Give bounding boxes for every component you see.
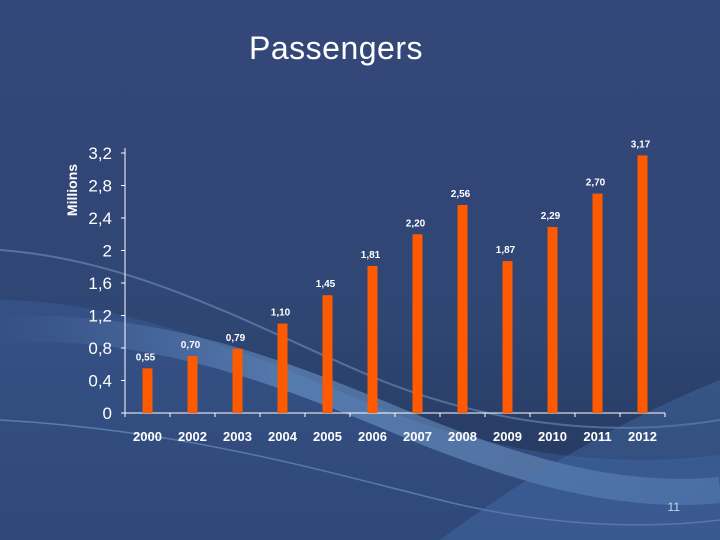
bar-value-label: 0,79	[226, 333, 246, 344]
bar-2003	[232, 348, 243, 413]
bar-2004	[277, 323, 288, 413]
y-tick-label: 2,8	[88, 177, 112, 196]
bars: 0,55 0,70 0,79 1,10 1,45 1,81 2,20 2,56 1,87 2,29…	[136, 139, 651, 413]
x-tick-label: 2009	[493, 429, 522, 444]
x-tick-label: 2011	[583, 429, 611, 444]
y-tick-label: 3,2	[88, 144, 112, 163]
bar-2000	[142, 368, 153, 413]
y-axis-label: Millions	[64, 164, 80, 216]
bar-value-label: 2,70	[586, 178, 606, 189]
x-tick-label: 2006	[358, 429, 387, 444]
bar-2011	[592, 193, 603, 413]
bar-2012	[637, 155, 648, 413]
bar-value-label: 1,45	[316, 279, 336, 290]
bar-2008	[457, 205, 468, 413]
y-tick-label: 2,4	[88, 209, 112, 228]
y-tick-label: 1,2	[88, 307, 112, 326]
bar-value-label: 1,10	[271, 308, 291, 319]
y-axis: 0 0,4 0,8 1,2 1,6 2 2,4 2,8 3,2	[88, 144, 126, 423]
bar-2006	[367, 265, 378, 413]
bar-value-label: 0,70	[181, 340, 201, 351]
y-tick-label: 2	[103, 242, 112, 261]
bar-value-label: 2,56	[451, 189, 471, 200]
bar-value-label: 2,29	[541, 211, 561, 222]
bar-2002	[187, 356, 198, 413]
page-number: 11	[667, 500, 680, 514]
y-tick-label: 0	[103, 404, 112, 423]
bar-2010	[547, 226, 558, 413]
bar-2005	[322, 295, 333, 413]
x-tick-label: 2002	[178, 429, 207, 444]
slide-title: Passengers	[249, 30, 423, 66]
x-tick-label: 2012	[628, 429, 657, 444]
x-tick-label: 2008	[448, 429, 477, 444]
y-tick-label: 0,4	[88, 372, 112, 391]
y-tick-label: 0,8	[88, 339, 112, 358]
y-tick-label: 1,6	[88, 274, 112, 293]
x-axis: 2000 2002 2003 2004 2005 2006 2007 2008 2009 2010…	[124, 412, 666, 444]
bar-value-label: 2,20	[406, 218, 426, 229]
x-tick-label: 2003	[223, 429, 252, 444]
x-tick-label: 2007	[403, 429, 432, 444]
x-tick-label: 2004	[268, 429, 298, 444]
x-tick-label: 2000	[133, 429, 162, 444]
bar-2007	[412, 234, 423, 413]
x-tick-label: 2005	[313, 429, 342, 444]
bar-2009	[502, 261, 513, 413]
bar-value-label: 1,87	[496, 245, 516, 256]
x-tick-label: 2010	[538, 429, 567, 444]
bar-value-label: 0,55	[136, 352, 156, 363]
bar-value-label: 3,17	[631, 139, 651, 150]
bar-value-label: 1,81	[361, 250, 381, 261]
